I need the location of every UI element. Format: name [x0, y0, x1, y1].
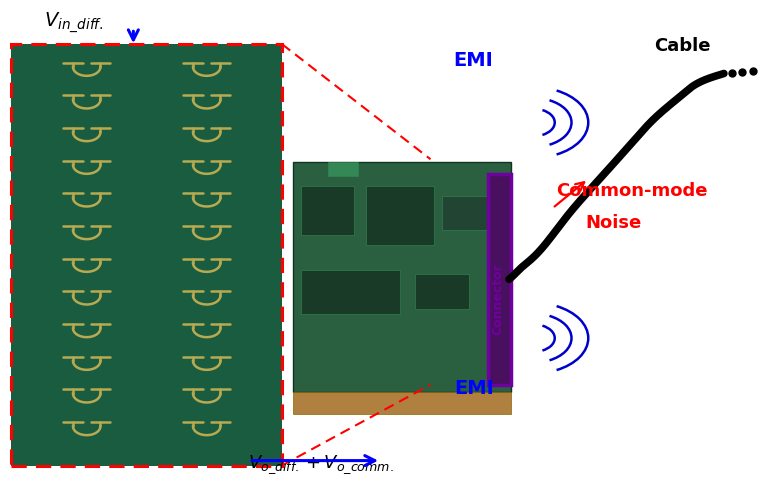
Bar [366, 186, 434, 245]
Text: $V_{o\_diff.}+V_{o\_comm.}$: $V_{o\_diff.}+V_{o\_comm.}$ [248, 453, 393, 476]
Text: Cable: Cable [654, 37, 710, 55]
Bar [293, 162, 511, 392]
Bar [11, 44, 282, 466]
Bar [301, 186, 354, 235]
Bar [293, 392, 511, 414]
Bar [301, 270, 400, 314]
Text: EMI: EMI [454, 379, 494, 398]
Bar [488, 174, 511, 385]
Bar [328, 162, 358, 176]
Text: Common-mode: Common-mode [556, 182, 708, 200]
Text: Connector: Connector [491, 263, 504, 335]
Text: $V_{in\_diff.}$: $V_{in\_diff.}$ [44, 11, 104, 35]
Bar [442, 196, 488, 230]
Bar [11, 44, 282, 466]
Text: EMI: EMI [453, 51, 493, 70]
Text: Noise: Noise [585, 214, 642, 232]
Bar [415, 274, 469, 309]
